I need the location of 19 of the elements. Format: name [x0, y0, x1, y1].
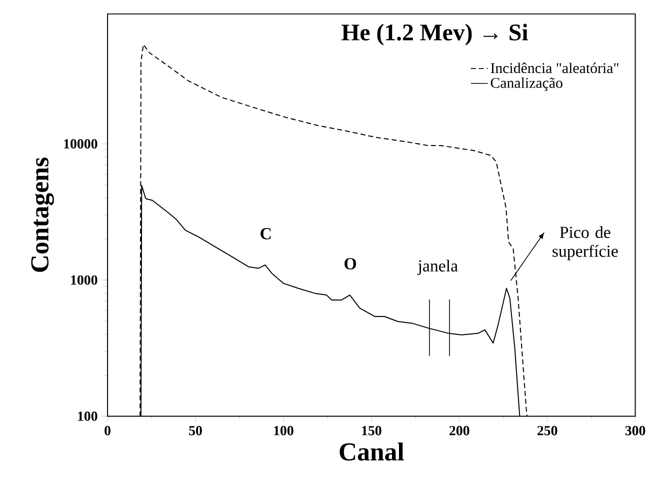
x-axis-title: Canal	[340, 442, 404, 461]
y-tick-label: 100	[78, 412, 98, 421]
y-axis-title: Contagens	[31, 158, 54, 272]
legend-label: Canalização	[490, 78, 562, 92]
legend-label: Incidência "aleatória"	[490, 62, 618, 74]
x-tick-label: 200	[450, 426, 470, 436]
y-tick-label: 1000	[71, 275, 98, 285]
annotation: Pico de superfície	[552, 226, 618, 260]
y-tick-label: 10000	[64, 139, 98, 149]
x-tick-label: 0	[104, 426, 110, 436]
x-tick-label: 50	[189, 426, 202, 436]
annotation: janela	[417, 260, 458, 276]
annotation: C	[260, 228, 271, 240]
chart-title: He (1.2 Mev) → Si	[342, 24, 528, 46]
annotation: O	[344, 258, 356, 270]
x-tick-label: 150	[362, 426, 382, 436]
x-tick-label: 250	[537, 426, 558, 436]
x-tick-label: 100	[274, 426, 294, 436]
x-tick-label: 300	[625, 426, 646, 436]
